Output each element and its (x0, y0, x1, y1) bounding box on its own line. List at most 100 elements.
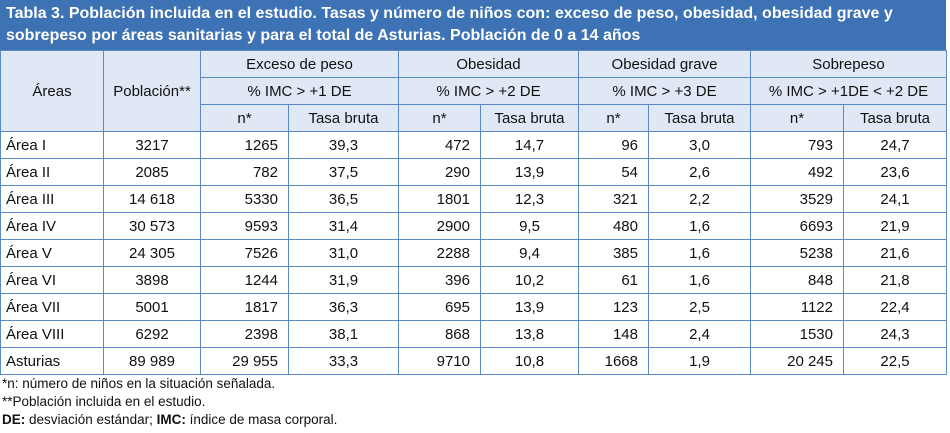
table-header: Áreas Población** Exceso de peso Obesidad Ob… (0, 50, 947, 132)
footnote: DE: desviación estándar; IMC: índice de … (2, 411, 946, 429)
cell: 24,3 (843, 320, 947, 348)
table-row: Asturias 89 989 29 955 33,3 9710 10,8 1668 1,9 2… (0, 347, 947, 375)
column-header: Población** (103, 50, 201, 132)
cell: 385 (578, 239, 649, 267)
cell: 1817 (200, 293, 289, 321)
cell: 22,4 (843, 293, 947, 321)
table-row: Área VI 3898 1244 31,9 396 10,2 61 1,6 848 21,8 (0, 266, 947, 294)
cell: 2288 (398, 239, 481, 267)
footnote-text: DE: (2, 412, 26, 427)
row-label: Área IV (0, 212, 104, 240)
header-row: Áreas Población** Exceso de peso Obesidad Ob… (0, 50, 947, 132)
footnote-text: *n: número de niños en la situación seña… (2, 376, 276, 391)
column-subheader: n* (750, 104, 844, 132)
cell: 39,3 (288, 131, 399, 159)
cell: 37,5 (288, 158, 399, 186)
cell: 5238 (750, 239, 844, 267)
column-header: Sobrepeso (750, 50, 947, 78)
column-subheader: Tasa bruta (288, 104, 399, 132)
cell: 13,9 (480, 158, 579, 186)
cell: 2398 (200, 320, 289, 348)
cell: 695 (398, 293, 481, 321)
cell: 36,5 (288, 185, 399, 213)
cell: 12,3 (480, 185, 579, 213)
data-table: Áreas Población** Exceso de peso Obesidad Ob… (0, 50, 947, 375)
cell: 868 (398, 320, 481, 348)
cell: 782 (200, 158, 289, 186)
cell: 2085 (103, 158, 201, 186)
cell: 24,1 (843, 185, 947, 213)
column-subheader: n* (398, 104, 481, 132)
column-subheader: Tasa bruta (843, 104, 947, 132)
cell: 480 (578, 212, 649, 240)
cell: 61 (578, 266, 649, 294)
cell: 31,4 (288, 212, 399, 240)
cell: 7526 (200, 239, 289, 267)
cell: 89 989 (103, 347, 201, 375)
cell: 20 245 (750, 347, 844, 375)
cell: 5330 (200, 185, 289, 213)
cell: 6693 (750, 212, 844, 240)
cell: 2,6 (648, 158, 751, 186)
cell: 472 (398, 131, 481, 159)
cell: 396 (398, 266, 481, 294)
row-label: Área VI (0, 266, 104, 294)
row-label: Área II (0, 158, 104, 186)
cell: 10,2 (480, 266, 579, 294)
cell: 3529 (750, 185, 844, 213)
cell: 22,5 (843, 347, 947, 375)
cell: 148 (578, 320, 649, 348)
cell: 31,0 (288, 239, 399, 267)
cell: 1,6 (648, 212, 751, 240)
cell: 31,9 (288, 266, 399, 294)
column-subheader: % IMC > +1 DE (200, 77, 399, 105)
row-label: Asturias (0, 347, 104, 375)
row-label: Área V (0, 239, 104, 267)
cell: 54 (578, 158, 649, 186)
table-row: Área III 14 618 5330 36,5 1801 12,3 321 2,2 3529… (0, 185, 947, 213)
table-row: Área VIII 6292 2398 38,1 868 13,8 148 2,4 1530 24… (0, 320, 947, 348)
cell: 793 (750, 131, 844, 159)
table-row: Área VII 5001 1817 36,3 695 13,9 123 2,5 1122 22,… (0, 293, 947, 321)
footnote-text: índice de masa corporal. (185, 412, 338, 427)
cell: 14,7 (480, 131, 579, 159)
footnote-text: desviación estándar; (25, 412, 157, 427)
row-label: Área I (0, 131, 104, 159)
cell: 3217 (103, 131, 201, 159)
table-row: Área I 3217 1265 39,3 472 14,7 96 3,0 793 24,7 (0, 131, 947, 159)
cell: 30 573 (103, 212, 201, 240)
cell: 1801 (398, 185, 481, 213)
cell: 492 (750, 158, 844, 186)
cell: 9593 (200, 212, 289, 240)
column-subheader: Tasa bruta (648, 104, 751, 132)
cell: 1530 (750, 320, 844, 348)
cell: 1,6 (648, 239, 751, 267)
cell: 321 (578, 185, 649, 213)
table-row: Área IV 30 573 9593 31,4 2900 9,5 480 1,6 6693 21… (0, 212, 947, 240)
cell: 2,5 (648, 293, 751, 321)
cell: 33,3 (288, 347, 399, 375)
column-subheader: Tasa bruta (480, 104, 579, 132)
column-subheader: % IMC > +1DE < +2 DE (750, 77, 947, 105)
cell: 1668 (578, 347, 649, 375)
cell: 36,3 (288, 293, 399, 321)
cell: 24,7 (843, 131, 947, 159)
column-header: Exceso de peso (200, 50, 399, 78)
row-label: Área VII (0, 293, 104, 321)
cell: 13,8 (480, 320, 579, 348)
cell: 38,1 (288, 320, 399, 348)
cell: 24 305 (103, 239, 201, 267)
cell: 1,9 (648, 347, 751, 375)
cell: 13,9 (480, 293, 579, 321)
cell: 21,8 (843, 266, 947, 294)
footnote-text: IMC: (156, 412, 186, 427)
cell: 1,6 (648, 266, 751, 294)
cell: 1244 (200, 266, 289, 294)
column-subheader: n* (578, 104, 649, 132)
cell: 96 (578, 131, 649, 159)
cell: 2,2 (648, 185, 751, 213)
cell: 1265 (200, 131, 289, 159)
cell: 14 618 (103, 185, 201, 213)
table-body: Área I 3217 1265 39,3 472 14,7 96 3,0 793 24,7 Áre… (0, 131, 947, 375)
column-header: Obesidad grave (578, 50, 751, 78)
